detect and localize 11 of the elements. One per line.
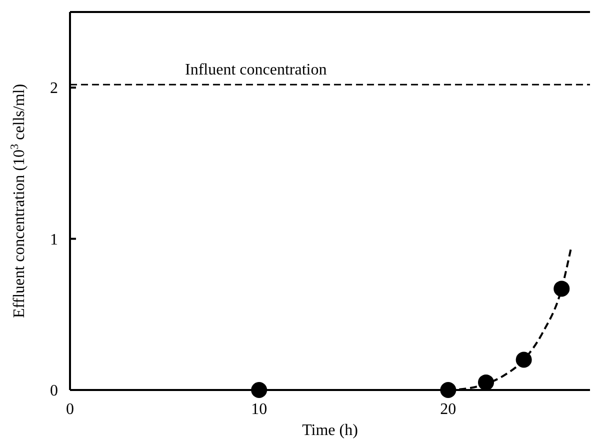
x-axis-title: Time (h) <box>302 422 358 439</box>
x-tick-label: 10 <box>251 401 268 418</box>
x-tick-label: 20 <box>440 401 456 418</box>
point <box>478 374 494 390</box>
ref-line-label: Influent concentration <box>185 62 327 79</box>
point <box>251 382 268 398</box>
point <box>440 382 456 398</box>
x-tick-label: 0 <box>66 401 74 418</box>
y-tick-label: 2 <box>50 80 58 98</box>
y-tick-label: 0 <box>50 382 58 400</box>
y-tick-label: 1 <box>50 231 58 248</box>
